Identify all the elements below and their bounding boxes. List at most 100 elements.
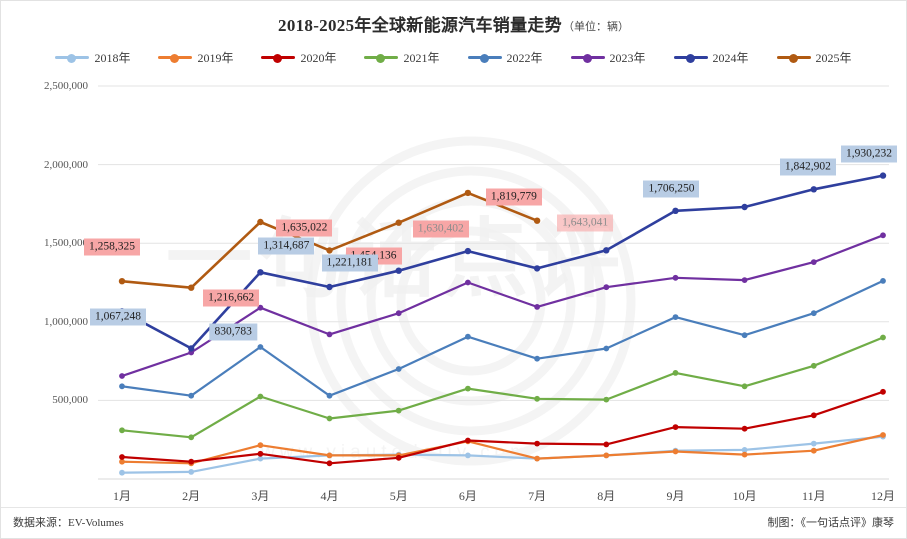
data-point — [880, 388, 886, 395]
data-point — [395, 366, 402, 372]
data-point — [879, 172, 887, 179]
series-line-2025年 — [120, 191, 539, 290]
data-point — [395, 310, 402, 317]
series-line-2022年 — [120, 279, 885, 397]
data-point — [741, 425, 748, 432]
x-axis-tick-label: 9月 — [666, 489, 685, 503]
series-line-2018年 — [120, 435, 885, 474]
legend-item-2024年[interactable]: 2024年 — [673, 49, 749, 66]
data-point — [257, 344, 264, 350]
data-label: 1,930,232 — [841, 145, 897, 163]
data-point — [188, 392, 195, 399]
legend-item-2020年[interactable]: 2020年 — [261, 49, 336, 66]
data-point — [395, 452, 402, 459]
y-axis-tick-label: 2,000,000 — [44, 158, 88, 171]
data-point — [672, 447, 679, 454]
data-point — [810, 447, 817, 454]
data-label: 1,630,402 — [412, 220, 469, 238]
legend-item-2025年[interactable]: 2025年 — [776, 49, 852, 66]
data-point — [188, 460, 195, 467]
data-point — [188, 458, 195, 465]
series-line-2024年 — [120, 174, 885, 350]
legend-item-2018年[interactable]: 2018年 — [55, 49, 130, 66]
y-axis-tick-label: 1,000,000 — [44, 315, 88, 328]
data-point — [188, 469, 195, 475]
data-point — [119, 469, 125, 476]
y-axis-tick-label: 500,000 — [52, 394, 88, 407]
legend-marker-icon — [776, 52, 811, 63]
data-point — [672, 424, 679, 430]
data-label: 1,454,136 — [345, 247, 402, 265]
data-point — [534, 455, 540, 462]
data-point — [257, 304, 264, 311]
series-line-2019年 — [120, 433, 885, 465]
footer-credit: 制图：《一句话点评》康琴 — [767, 517, 895, 529]
data-point — [326, 415, 333, 422]
legend-marker-icon — [158, 52, 193, 63]
data-point — [880, 334, 886, 341]
data-point — [188, 434, 195, 441]
data-point — [465, 385, 471, 392]
legend-label: 2018年 — [94, 51, 131, 65]
footer-data-source: 数据来源：EV-Volumes — [13, 517, 124, 529]
series-line-2023年 — [120, 234, 885, 378]
data-point — [880, 433, 886, 440]
legend-item-2019年[interactable]: 2019年 — [158, 49, 233, 66]
data-point — [810, 362, 817, 369]
data-point — [395, 451, 402, 458]
data-point — [119, 383, 125, 390]
data-point — [603, 284, 610, 291]
data-label: 1,643,041 — [557, 214, 614, 232]
y-axis-tick-label: 2,500,000 — [44, 80, 88, 92]
data-point — [672, 448, 679, 455]
data-point — [395, 219, 402, 226]
data-point — [395, 454, 402, 461]
data-point — [534, 304, 540, 310]
data-point — [741, 447, 748, 453]
data-point — [257, 393, 264, 400]
data-point — [672, 314, 679, 320]
data-point — [534, 355, 540, 362]
data-label: 1,819,779 — [485, 188, 542, 206]
data-point — [533, 265, 541, 272]
chart-title: 2018-2025年全球新能源汽车销量走势（单位：辆） — [1, 11, 906, 36]
x-axis-tick-label: 8月 — [597, 489, 616, 503]
data-point — [257, 450, 264, 457]
legend-item-2022年[interactable]: 2022年 — [467, 49, 543, 66]
y-axis-tick-label: 1,500,000 — [44, 237, 88, 250]
data-label: 1,706,250 — [643, 180, 700, 198]
data-point — [603, 247, 610, 254]
data-point — [464, 189, 472, 197]
legend-label: 2021年 — [403, 51, 440, 65]
data-point — [741, 332, 748, 339]
data-label: 1,258,325 — [84, 238, 140, 256]
data-point — [741, 277, 748, 283]
data-point — [119, 454, 125, 460]
series-line-2021年 — [120, 336, 885, 439]
data-point — [326, 247, 333, 254]
data-point — [257, 269, 264, 276]
data-point — [119, 458, 125, 465]
chart-legend: 2018年 2019年 2020年 2021年 2022年 2023年 2024年 2025年 — [1, 49, 906, 66]
legend-marker-icon — [673, 52, 708, 63]
data-label: 1,216,662 — [203, 289, 260, 307]
data-point — [533, 217, 541, 224]
data-point — [465, 437, 471, 444]
x-axis-tick-label: 7月 — [528, 489, 547, 503]
legend-label: 2020年 — [300, 51, 337, 65]
legend-item-2021年[interactable]: 2021年 — [364, 49, 440, 66]
data-point — [741, 451, 748, 458]
data-point — [810, 440, 817, 447]
data-point — [118, 308, 126, 315]
legend-label: 2022年 — [506, 51, 543, 65]
legend-marker-icon — [467, 52, 502, 63]
data-point — [395, 407, 402, 414]
data-point — [603, 396, 610, 403]
legend-item-2023年[interactable]: 2023年 — [570, 49, 646, 66]
data-point — [118, 278, 126, 285]
data-point — [603, 452, 610, 459]
data-point — [465, 438, 471, 445]
data-point — [880, 278, 886, 284]
data-point — [326, 392, 333, 399]
